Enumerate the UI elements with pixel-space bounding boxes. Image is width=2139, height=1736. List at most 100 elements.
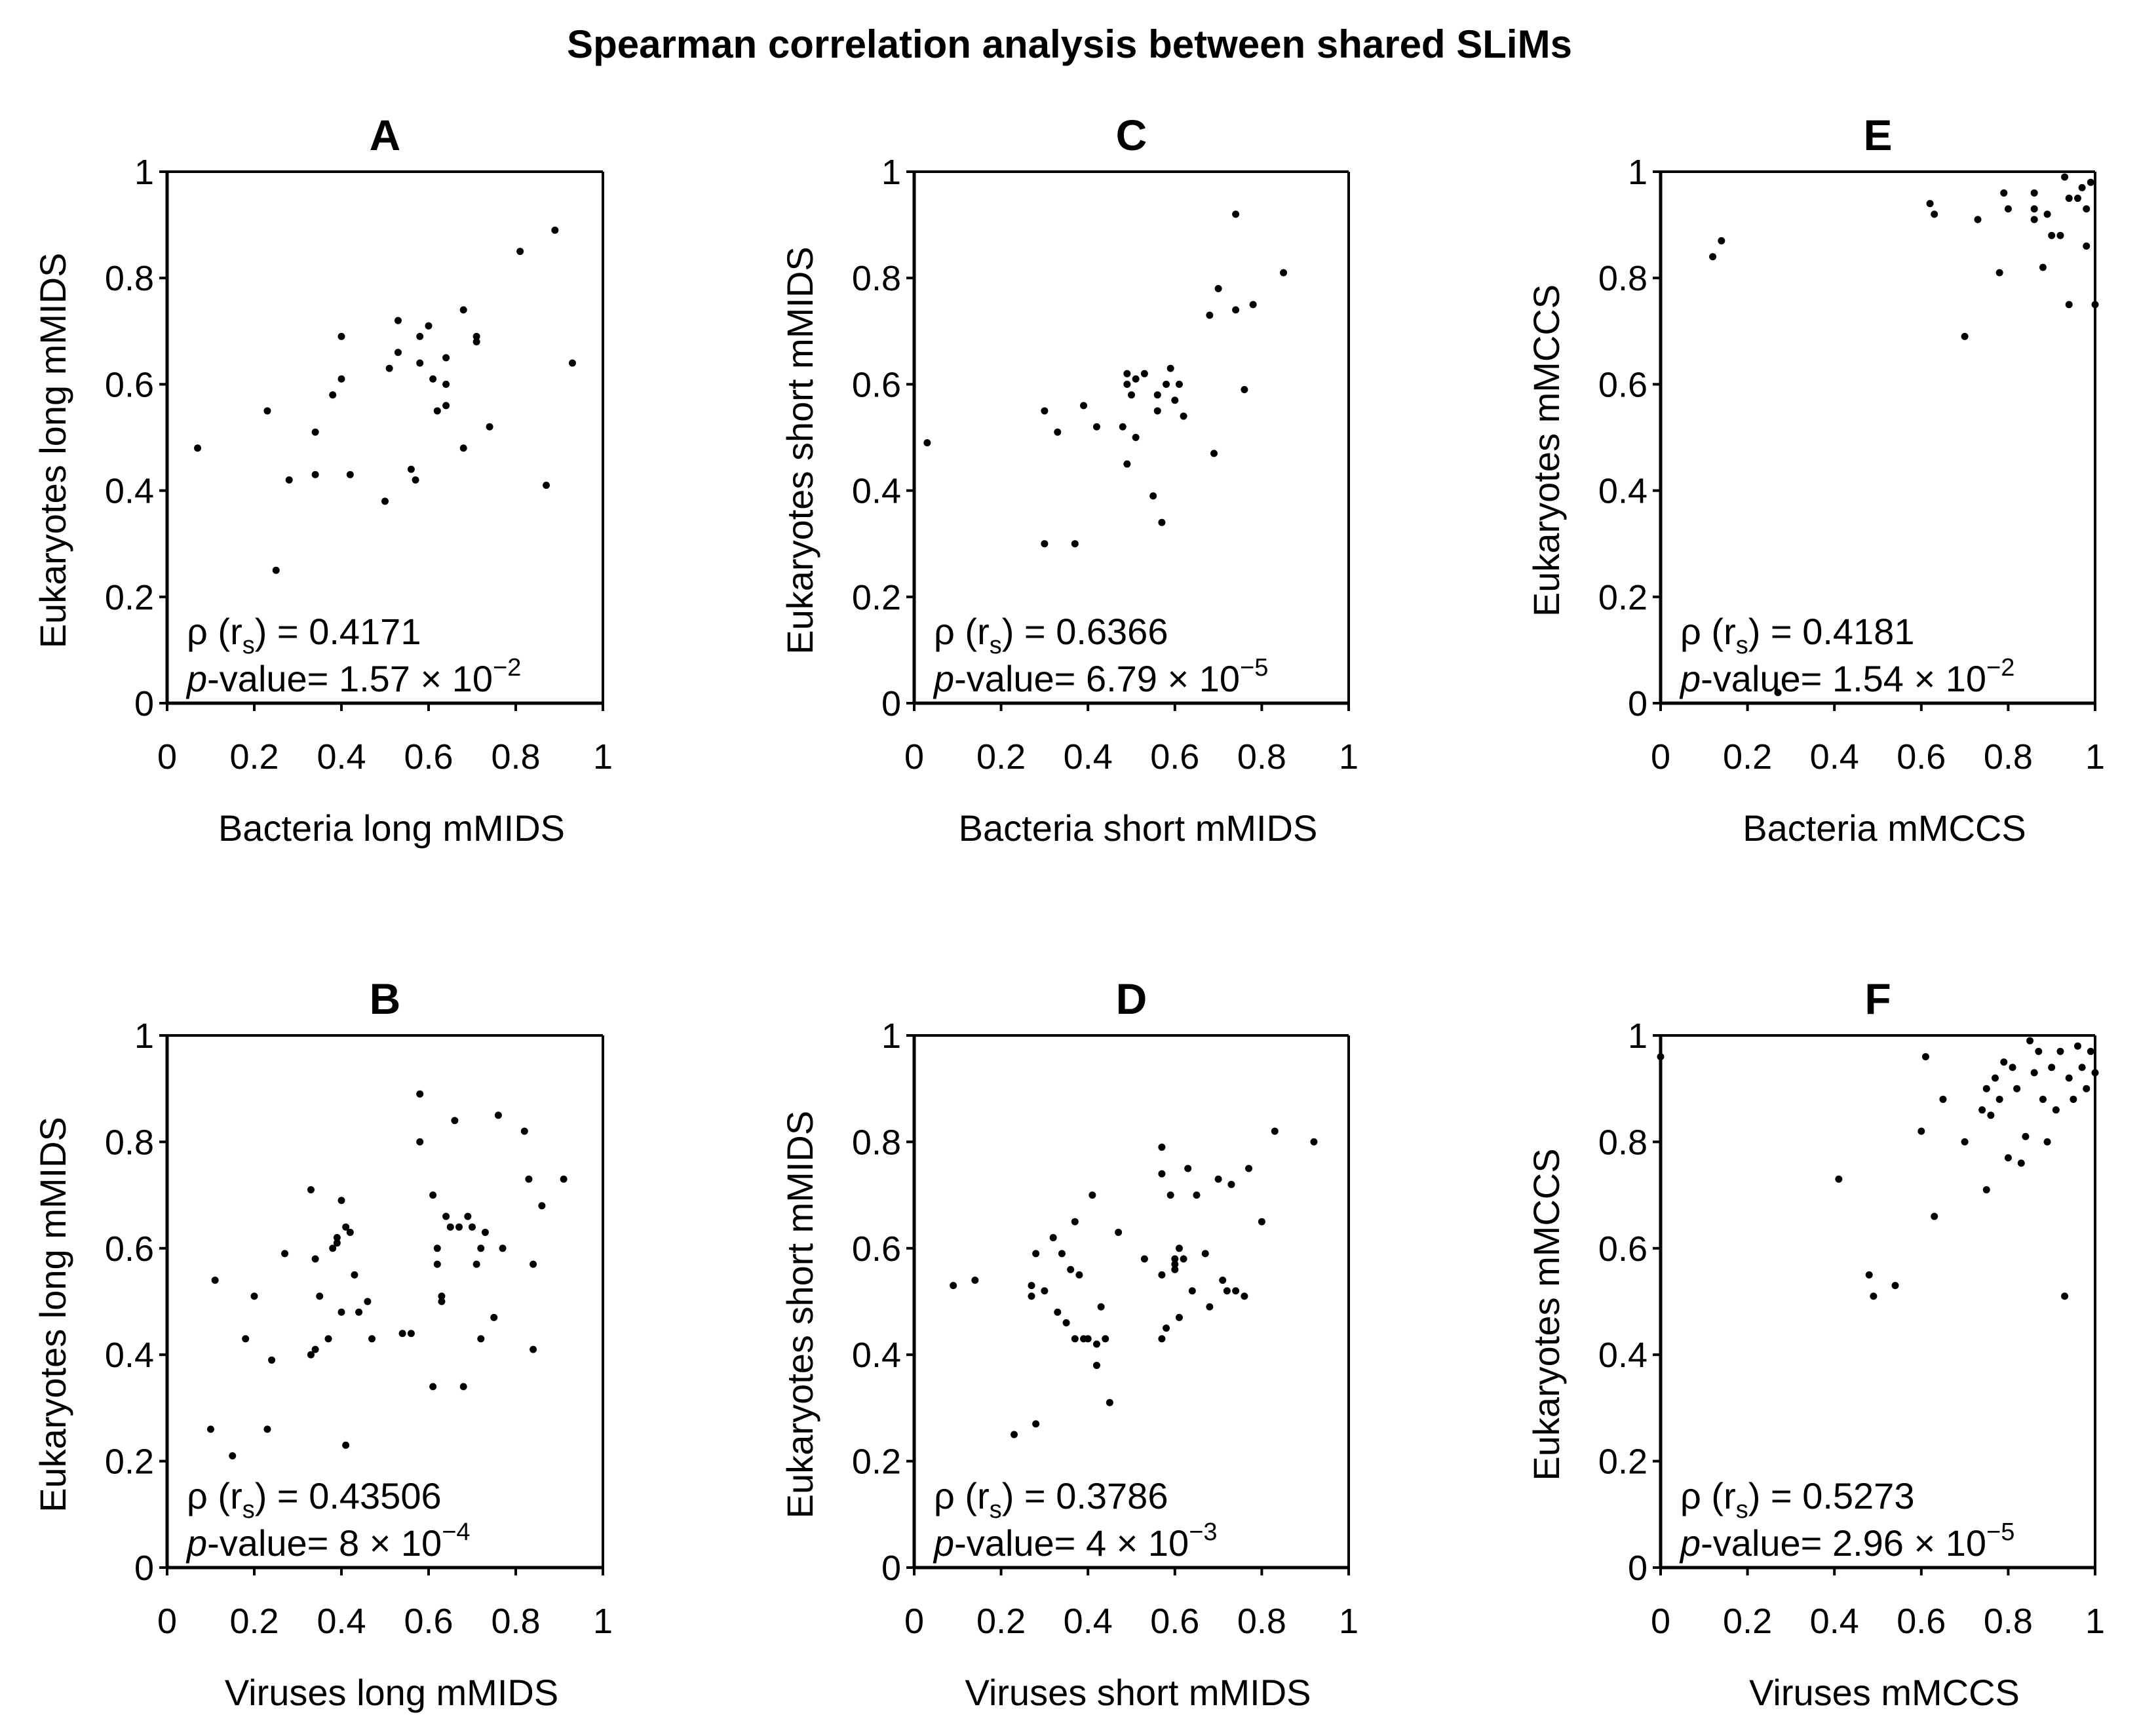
- panel-c-y-tick-label: 0.2: [852, 578, 901, 617]
- panel-f-data-point: [1921, 1052, 1929, 1060]
- panel-c-data-point: [1123, 460, 1131, 468]
- panel-e-y-axis-label: Eukaryotes mMCCS: [1526, 284, 1567, 617]
- panel-e-x-tick-label: 0: [1651, 737, 1670, 777]
- panel-d-data-point: [1201, 1250, 1209, 1258]
- panel-d-data-point: [1163, 1324, 1170, 1332]
- panel-a-data-point: [516, 248, 524, 256]
- panel-b-y-tick-label: 1: [134, 1016, 154, 1056]
- panel-e-data-point: [1709, 253, 1717, 261]
- panel-a-data-point: [543, 481, 550, 489]
- panel-d-x-tick-label: 0: [904, 1602, 924, 1641]
- panel-b-y-tick-label: 0.4: [105, 1336, 154, 1375]
- panel-b-data-point: [442, 1212, 450, 1220]
- panel-a-data-point: [346, 471, 354, 478]
- panel-b-data-point: [398, 1330, 406, 1338]
- panel-a-data-point: [551, 226, 559, 234]
- panel-b-data-point: [263, 1425, 271, 1433]
- panel-c-data-point: [1210, 450, 1218, 457]
- panel-e-y-tick-label: 0.8: [1598, 259, 1648, 298]
- panel-b-data-point: [311, 1255, 319, 1263]
- panel-a: A 0 0.2 0.4 0.6 0.8 1 0 0.2 0.4 0.6 0.8 1 Bacteria lo…: [32, 111, 613, 849]
- panel-e-y-tick-label: 0.4: [1598, 472, 1648, 511]
- panel-b-data-point: [446, 1223, 454, 1231]
- panel-b-label: B: [370, 974, 401, 1023]
- panel-d: D 0 0.2 0.4 0.6 0.8 1 0 0.2 0.4 0.6 0.8 1 Viruses sho…: [779, 974, 1359, 1713]
- panel-b-data-point: [311, 1345, 319, 1353]
- panel-a-data-point: [311, 471, 319, 478]
- panel-b-data-point: [469, 1223, 476, 1231]
- panel-c-data-point: [1175, 380, 1183, 388]
- panel-d-x-tick-label: 1: [1339, 1602, 1359, 1641]
- panel-c-data-point: [1214, 284, 1222, 292]
- panel-b-p-value-text: p-value= 8 × 10−4: [185, 1518, 471, 1564]
- panel-a-data-point: [272, 566, 280, 574]
- panel-a-data-point: [433, 407, 441, 415]
- panel-f-data-point: [1931, 1212, 1938, 1220]
- panel-d-data-point: [971, 1277, 979, 1284]
- panel-e-data-point: [1931, 210, 1938, 218]
- panel-f-y-tick-label: 0.6: [1598, 1229, 1648, 1269]
- panel-b-data-point: [472, 1260, 480, 1268]
- panel-d-data-point: [950, 1282, 957, 1290]
- panel-d-x-tick-label: 0.4: [1064, 1602, 1113, 1641]
- panel-a-data-point: [425, 322, 433, 330]
- panel-b-data-point: [229, 1452, 237, 1459]
- panel-d-data-point: [1106, 1398, 1113, 1406]
- panel-e-x-tick-label: 0.6: [1897, 737, 1946, 777]
- panel-b-data-point: [333, 1239, 341, 1247]
- panel-d-y-axis-label: Eukaryotes short mMIDS: [779, 1111, 820, 1518]
- panel-c-data-point: [1123, 370, 1131, 377]
- panel-b-x-tick-label: 0.4: [317, 1602, 366, 1641]
- panel-f-data-point: [2083, 1085, 2091, 1092]
- panel-f-x-tick-label: 0.2: [1723, 1602, 1772, 1641]
- panel-a-x-tick-label: 0.8: [491, 737, 540, 777]
- panels: A 0 0.2 0.4 0.6 0.8 1 0 0.2 0.4 0.6 0.8 1 Bacteria lo…: [32, 111, 2105, 1713]
- panel-a-data-point: [429, 375, 437, 383]
- panel-a-x-tick-label: 0.4: [317, 737, 366, 777]
- panel-b-data-point: [333, 1234, 341, 1242]
- panel-c-data-point: [1241, 386, 1248, 394]
- panel-f-x-tick-label: 0.4: [1810, 1602, 1859, 1641]
- panel-b-y-tick-label: 0.6: [105, 1229, 154, 1269]
- panel-c-data-point: [1163, 380, 1170, 388]
- panel-d-data-point: [1175, 1244, 1183, 1252]
- panel-c-data-point: [1206, 311, 1214, 319]
- panel-b-data-point: [346, 1228, 354, 1236]
- panel-b-data-point: [538, 1202, 546, 1210]
- panel-c-data-point: [1153, 407, 1161, 415]
- panel-e-x-axis-label: Bacteria mMCCS: [1743, 807, 2026, 849]
- panel-b-data-point: [494, 1111, 502, 1119]
- panel-c-data-point: [1180, 412, 1187, 420]
- panel-b-data-point: [530, 1345, 537, 1353]
- panel-c-data-point: [1280, 269, 1288, 277]
- panel-a-data-point: [412, 476, 419, 484]
- panel-c-data-point: [1232, 306, 1240, 314]
- panel-f-data-point: [2065, 1074, 2073, 1082]
- panel-b-data-point: [433, 1244, 441, 1252]
- panel-e-data-point: [1926, 200, 1934, 208]
- panel-f-data-point: [2013, 1085, 2021, 1092]
- panel-f-data-point: [2087, 1047, 2094, 1055]
- panel-e-x-tick-label: 1: [2085, 737, 2105, 777]
- panel-f-data-point: [1865, 1271, 1873, 1279]
- panel-d-data-point: [1092, 1361, 1100, 1369]
- panel-b-data-point: [337, 1308, 345, 1316]
- panel-d-y-tick-label: 1: [881, 1016, 901, 1056]
- panel-b-data-point: [407, 1330, 415, 1338]
- panel-e-data-point: [2004, 205, 2012, 213]
- panel-f-y-tick-label: 0: [1628, 1549, 1648, 1588]
- panel-b-data-point: [416, 1090, 424, 1098]
- panel-c-data-point: [1171, 396, 1179, 404]
- panel-a-y-tick-label: 1: [134, 153, 154, 192]
- panel-d-x-tick-label: 0.6: [1150, 1602, 1199, 1641]
- panel-b-data-point: [416, 1138, 424, 1146]
- panel-e-data-point: [2083, 205, 2091, 213]
- panel-a-data-point: [285, 476, 293, 484]
- panel-f-data-point: [2056, 1047, 2064, 1055]
- panel-a-data-point: [459, 444, 467, 452]
- panel-c-data-point: [1071, 540, 1079, 548]
- panel-a-data-point: [381, 497, 389, 505]
- panel-c-data-point: [1092, 423, 1100, 431]
- panel-a-x-tick-label: 0: [157, 737, 177, 777]
- panel-a-x-tick-label: 1: [593, 737, 613, 777]
